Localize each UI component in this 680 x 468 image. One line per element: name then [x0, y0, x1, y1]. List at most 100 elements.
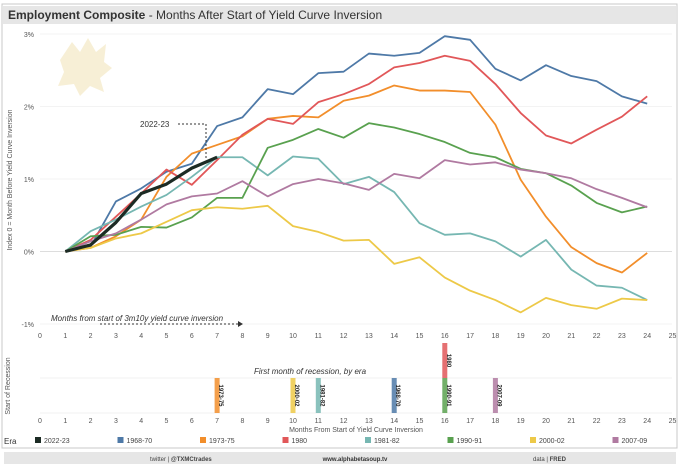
- x-tick-label: 11: [315, 333, 322, 340]
- y-tick-label: 3%: [24, 32, 34, 39]
- recession-bar-1990-91[interactable]: [442, 378, 448, 413]
- y-axis-title: Index 0 = Month Before Yield Curve Inver…: [7, 109, 14, 250]
- recession-x-tick-label: 11: [315, 418, 322, 425]
- footer-website[interactable]: www.alphabetasoup.tv: [322, 457, 388, 463]
- title-bar: [3, 6, 676, 24]
- recession-bar-1980[interactable]: [442, 343, 448, 378]
- recession-x-tick-label: 21: [567, 418, 575, 425]
- y-tick-label: -1%: [22, 322, 34, 329]
- x-tick-label: 3: [114, 333, 118, 340]
- y-tick-label: 0%: [24, 250, 34, 257]
- arrow-head-icon: [238, 321, 243, 327]
- x-tick-label: 4: [139, 333, 143, 340]
- recession-x-tick-label: 3: [114, 418, 118, 425]
- recession-x-tick-label: 13: [365, 418, 373, 425]
- series-line-2007-09[interactable]: [64, 159, 648, 253]
- x-tick-label: 2: [89, 333, 93, 340]
- recession-x-tick-label: 20: [542, 418, 550, 425]
- x-tick-label: 6: [190, 333, 194, 340]
- x-tick-label: 13: [365, 333, 373, 340]
- series-line-1981-82[interactable]: [64, 155, 648, 301]
- recession-x-tick-label: 8: [240, 418, 244, 425]
- legend-label-2000-02[interactable]: 2000-02: [539, 438, 565, 445]
- recession-bar-1968-70[interactable]: [391, 378, 397, 413]
- legend-title: Era: [4, 437, 17, 446]
- title: Employment Composite - Months After Star…: [8, 8, 382, 22]
- legend-swatch-2000-02[interactable]: [530, 437, 536, 443]
- recession-x-tick-label: 14: [390, 418, 398, 425]
- legend-label-2007-09[interactable]: 2007-09: [622, 438, 648, 445]
- series-line-1968-70[interactable]: [65, 35, 648, 253]
- legend-swatch-1968-70[interactable]: [117, 437, 124, 443]
- recession-x-tick-label: 10: [289, 418, 297, 425]
- recession-x-tick-label: 18: [492, 418, 500, 425]
- x-tick-label: 5: [165, 333, 169, 340]
- recession-x-tick-label: 5: [165, 418, 169, 425]
- footer-bar: [4, 452, 676, 464]
- legend-swatch-1980[interactable]: [282, 437, 289, 443]
- footer-twitter[interactable]: twitter | @TXMCtrades: [150, 457, 212, 463]
- y-tick-label: 1%: [24, 177, 34, 184]
- recession-x-tick-label: 19: [517, 418, 525, 425]
- legend-swatch-1981-82[interactable]: [365, 437, 371, 443]
- series-annotation-2022-23: 2022-23: [140, 120, 170, 129]
- recession-bar-2000-02[interactable]: [290, 378, 296, 413]
- recession-x-tick-label: 12: [340, 418, 348, 425]
- series-line-1990-91[interactable]: [64, 122, 648, 253]
- recession-x-tick-label: 2: [89, 418, 93, 425]
- recession-x-tick-label: 17: [466, 418, 474, 425]
- legend-swatch-1990-91[interactable]: [447, 437, 454, 443]
- axis-note: Months from start of 3m10y yield curve i…: [51, 314, 224, 323]
- legend-swatch-1973-75[interactable]: [200, 437, 206, 443]
- x-tick-label: 23: [618, 333, 626, 340]
- legend-label-2022-23[interactable]: 2022-23: [44, 438, 70, 445]
- recession-x-tick-label: 24: [643, 418, 651, 425]
- recession-panel-title: First month of recession, by era: [254, 367, 367, 376]
- recession-x-tick-label: 25: [669, 418, 677, 425]
- frame: [1, 3, 678, 449]
- recession-bar-label: 2000-02: [293, 384, 299, 407]
- recession-x-tick-label: 1: [63, 418, 67, 425]
- recession-bar-2007-09[interactable]: [492, 378, 498, 413]
- recession-bar-label: 2007-09: [495, 384, 501, 407]
- recession-bar-label: 1980: [445, 354, 451, 368]
- recession-x-tick-label: 22: [593, 418, 601, 425]
- legend-label-1981-82[interactable]: 1981-82: [374, 438, 400, 445]
- legend-swatch-2022-23[interactable]: [35, 437, 41, 443]
- recession-bar-1973-75[interactable]: [214, 378, 220, 413]
- x-tick-label: 8: [240, 333, 244, 340]
- recession-x-tick-label: 0: [38, 418, 42, 425]
- footer-data-source: data | FRED: [533, 457, 567, 463]
- recession-x-tick-label: 6: [190, 418, 194, 425]
- legend-label-1968-70[interactable]: 1968-70: [127, 438, 153, 445]
- recession-x-tick-label: 7: [215, 418, 219, 425]
- x-tick-label: 1: [63, 333, 67, 340]
- recession-y-axis-title: Start of Recession: [5, 357, 12, 414]
- series-line-2022-23[interactable]: [64, 155, 218, 254]
- recession-bar-label: 1973-75: [217, 384, 223, 407]
- x-tick-label: 20: [542, 333, 550, 340]
- recession-bar-label: 1981-82: [318, 384, 324, 407]
- recession-bar-1981-82[interactable]: [315, 378, 321, 413]
- title-bold: Employment Composite: [8, 8, 146, 22]
- legend-swatch-2007-09[interactable]: [612, 437, 619, 443]
- x-tick-label: 24: [643, 333, 651, 340]
- x-tick-label: 19: [517, 333, 525, 340]
- x-tick-label: 0: [38, 333, 42, 340]
- x-tick-label: 18: [492, 333, 500, 340]
- legend-label-1990-91[interactable]: 1990-91: [457, 438, 483, 445]
- y-tick-label: 2%: [24, 105, 34, 112]
- x-tick-label: 25: [669, 333, 677, 340]
- logo-watermark: [58, 38, 112, 96]
- x-tick-label: 17: [466, 333, 474, 340]
- x-tick-label: 14: [390, 333, 398, 340]
- series-line-1980[interactable]: [64, 54, 648, 253]
- x-tick-label: 16: [441, 333, 449, 340]
- recession-x-tick-label: 9: [266, 418, 270, 425]
- legend-label-1980[interactable]: 1980: [292, 438, 308, 445]
- legend-label-1973-75[interactable]: 1973-75: [209, 438, 235, 445]
- recession-x-tick-label: 15: [416, 418, 424, 425]
- series-line-2000-02[interactable]: [65, 204, 648, 314]
